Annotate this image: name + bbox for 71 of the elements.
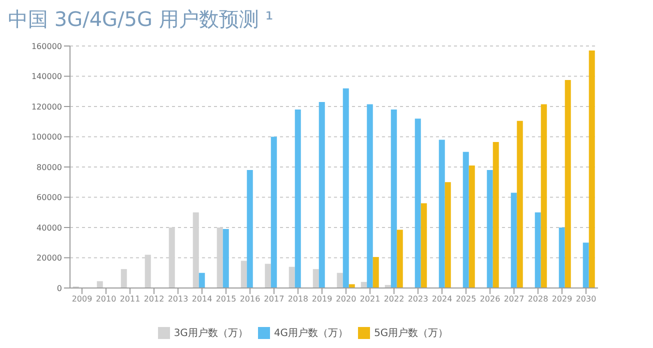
x-tick-label: 2026 — [480, 294, 500, 304]
x-tick-label: 2012 — [144, 294, 164, 304]
bar — [360, 282, 367, 288]
bar — [414, 118, 421, 288]
bar — [336, 272, 343, 288]
y-tick-label: 160000 — [31, 42, 62, 51]
x-tick-label: 2024 — [432, 294, 452, 304]
bar — [294, 110, 301, 288]
bar — [366, 104, 373, 288]
bar — [558, 228, 565, 288]
bar — [492, 142, 499, 288]
bar — [444, 182, 451, 288]
x-tick-label: 2021 — [360, 294, 380, 304]
y-tick-label: 80000 — [36, 162, 62, 172]
x-tick-label: 2022 — [384, 294, 404, 304]
bar — [468, 165, 475, 288]
y-tick-label: 100000 — [31, 132, 62, 142]
x-tick-label: 2023 — [408, 294, 428, 304]
bar — [240, 260, 247, 288]
x-tick-label: 2020 — [336, 294, 356, 304]
x-tick-label: 2019 — [312, 294, 332, 304]
x-tick-label: 2017 — [264, 294, 284, 304]
bar — [96, 281, 103, 288]
x-tick-label: 2025 — [456, 294, 476, 304]
y-tick-label: 120000 — [31, 102, 62, 112]
bar — [288, 266, 295, 288]
bar — [588, 50, 595, 288]
x-tick-label: 2030 — [576, 294, 596, 304]
bar — [198, 272, 205, 288]
bar — [486, 170, 493, 288]
bar — [438, 140, 445, 288]
x-tick-label: 2028 — [528, 294, 548, 304]
bar — [462, 152, 469, 288]
x-tick-label: 2013 — [168, 294, 188, 304]
y-tick-label: 40000 — [36, 223, 62, 232]
y-tick-label: 140000 — [31, 72, 62, 82]
bar — [510, 192, 517, 288]
bar — [540, 104, 547, 288]
bar — [534, 212, 541, 288]
bar — [582, 242, 589, 288]
bar — [264, 264, 271, 288]
bar — [390, 110, 397, 288]
bar — [120, 269, 127, 288]
x-tick-label: 2029 — [552, 294, 572, 304]
bar — [372, 256, 379, 288]
bar — [420, 203, 427, 288]
y-tick-label: 0 — [56, 284, 62, 293]
x-tick-label: 2015 — [216, 294, 236, 304]
legend-label: 5G用户数（万） — [374, 328, 448, 339]
x-tick-label: 2027 — [504, 294, 524, 304]
bar — [564, 80, 571, 288]
bar — [246, 170, 253, 288]
bar — [222, 229, 229, 288]
bar — [270, 136, 277, 288]
x-tick-label: 2014 — [192, 294, 212, 304]
x-tick-label: 2016 — [240, 294, 260, 304]
bar — [516, 120, 523, 288]
bar — [342, 88, 349, 288]
legend-label: 3G用户数（万） — [174, 328, 248, 339]
bar — [318, 102, 325, 288]
bar — [396, 230, 403, 288]
x-tick-label: 2011 — [120, 294, 140, 304]
legend-label: 4G用户数（万） — [274, 328, 348, 339]
x-tick-label: 2009 — [72, 294, 92, 304]
y-tick-label: 60000 — [36, 193, 62, 202]
bar — [312, 269, 319, 288]
x-tick-label: 2010 — [96, 294, 116, 304]
chart-title: 中国 3G/4G/5G 用户数预测 ¹ — [8, 6, 274, 33]
x-tick-label: 2018 — [288, 294, 308, 304]
y-tick-label: 20000 — [36, 254, 62, 263]
bar — [348, 284, 355, 288]
